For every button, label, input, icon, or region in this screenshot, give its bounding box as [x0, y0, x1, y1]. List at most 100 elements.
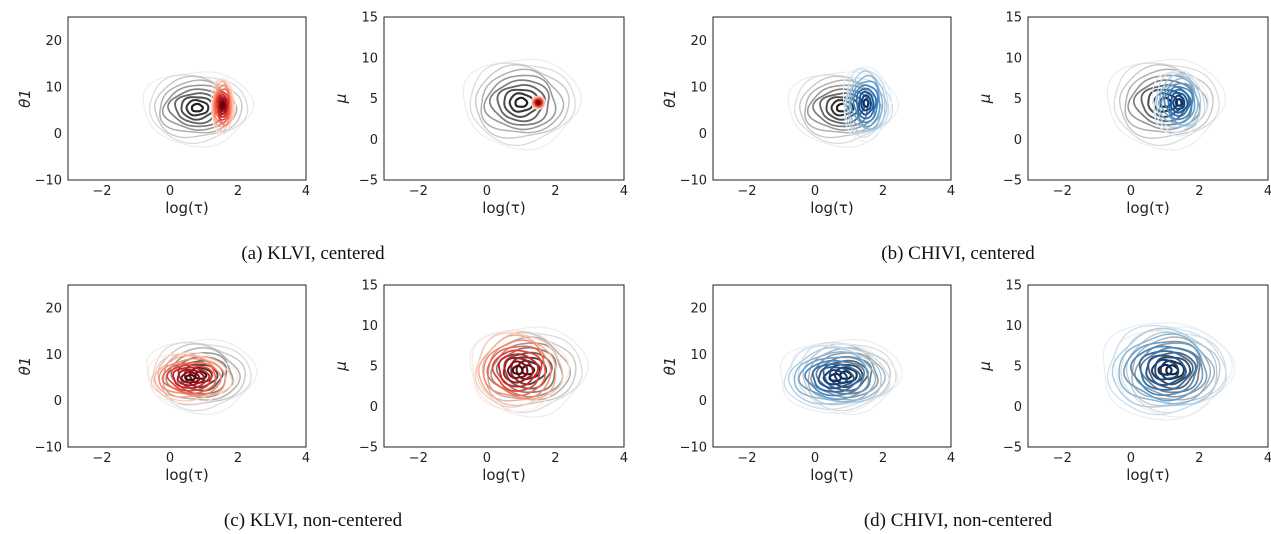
- contour-blues-level-8: [860, 94, 872, 112]
- caption-a: (a) KLVI, centered: [241, 243, 385, 264]
- contour-reds-level-3: [158, 357, 222, 397]
- contour-greys-level-9: [194, 370, 208, 380]
- contour-greys-level-4: [490, 342, 564, 398]
- x-tick-label: −2: [92, 184, 111, 199]
- x-tick-label: 2: [879, 451, 887, 466]
- panel-b-right: −2 0 2 4 −5 0 5 10 15 log(τ) μ: [976, 11, 1271, 218]
- contour-greys-level-8: [1159, 359, 1185, 381]
- x-tick-label: 0: [811, 451, 819, 466]
- contour-blues-level-5: [1130, 345, 1199, 397]
- contour-blues-level-4: [850, 80, 881, 128]
- x-tick-label: 2: [551, 451, 559, 466]
- contour-greys-level-0: [1106, 58, 1227, 151]
- contour-greys-level-7: [503, 88, 541, 118]
- x-axis-label: log(τ): [1126, 466, 1170, 484]
- y-axis-label: μ: [332, 361, 350, 372]
- contour-reds-level-4: [214, 88, 231, 124]
- contour-greys-level-0: [146, 338, 258, 415]
- contour-reds-level-5: [166, 364, 214, 392]
- axes-frame: [67, 284, 307, 448]
- contour-greys-level-0: [142, 71, 255, 148]
- panel-a-right: −2 0 2 4 −5 0 5 10 15 log(τ) μ: [332, 11, 628, 218]
- contour-blues-level-1: [844, 68, 890, 138]
- contour-greys-level-0: [1113, 326, 1233, 418]
- contour-reds-level-8: [506, 360, 529, 379]
- contour-blues-level-5: [1163, 85, 1194, 121]
- y-tick-label: 15: [361, 11, 378, 26]
- x-tick-label: 4: [947, 184, 955, 199]
- y-tick-label: 10: [45, 80, 62, 95]
- y-tick-label: −10: [35, 174, 62, 189]
- x-tick-label: −2: [1053, 184, 1072, 199]
- y-tick-label: 5: [370, 360, 378, 375]
- x-tick-label: 2: [234, 184, 242, 199]
- contour-reds-level-5: [491, 349, 543, 392]
- y-tick-label: 5: [1014, 92, 1022, 107]
- contour-blues-level-0: [842, 66, 893, 142]
- y-tick-label: 0: [1014, 133, 1022, 148]
- contour-greys-level-4: [483, 74, 557, 131]
- axes-frame: [712, 16, 952, 181]
- x-tick-label: 2: [551, 184, 559, 199]
- contour-reds-level-7: [176, 369, 206, 387]
- contour-blues-level-6: [1138, 350, 1194, 391]
- y-tick-label: 10: [1005, 319, 1022, 334]
- panel-c-right: −2 0 2 4 −5 0 5 10 15 log(τ) μ: [332, 279, 628, 485]
- contour-blues-level-7: [1145, 354, 1187, 386]
- plot-area: [469, 326, 589, 418]
- x-axis-label: log(τ): [1126, 199, 1170, 217]
- y-tick-label: 0: [1014, 400, 1022, 415]
- y-axis-label: θ1: [16, 357, 34, 376]
- contour-greys-level-2: [799, 75, 888, 139]
- contour-greys-level-0: [791, 338, 903, 415]
- contour-blues-level-3: [1118, 333, 1212, 405]
- contour-reds-level-8: [180, 371, 201, 384]
- x-tick-label: 4: [1264, 451, 1271, 466]
- contour-greys-level-8: [508, 92, 535, 113]
- contour-blues-level-9: [828, 372, 843, 382]
- contour-blues-level-1: [1106, 324, 1228, 416]
- contour-reds-level-4: [161, 361, 217, 395]
- contour-greys-level-5: [167, 88, 224, 128]
- contour-reds-level-0: [147, 352, 239, 405]
- plot-area: [787, 66, 900, 148]
- panel-b-left: −2 0 2 4 −10 0 10 20 log(τ) θ1: [661, 16, 955, 217]
- x-tick-label: 0: [811, 184, 819, 199]
- y-tick-label: 15: [1005, 11, 1022, 26]
- plot-area: [780, 338, 903, 415]
- y-tick-label: 20: [45, 34, 62, 49]
- contour-greys-level-1: [797, 341, 897, 412]
- contour-blues-level-3: [848, 74, 884, 130]
- plot-area: [1102, 322, 1236, 421]
- contour-greys-level-6: [496, 84, 547, 123]
- y-tick-label: −5: [359, 174, 378, 189]
- contour-greys-level-6: [174, 92, 221, 125]
- panel-a-left: −2 0 2 4 −10 0 10 20 log(τ) θ1: [16, 16, 310, 217]
- contour-reds-level-0: [471, 330, 570, 413]
- y-axis-label: θ1: [16, 89, 34, 108]
- x-tick-label: 2: [234, 451, 242, 466]
- plot-area: [142, 71, 255, 148]
- x-axis-label: log(τ): [165, 199, 209, 217]
- x-tick-label: 4: [620, 184, 628, 199]
- contour-reds-level-2: [478, 334, 557, 402]
- contour-greys-level-2: [1119, 64, 1214, 139]
- contour-blues-level-9: [862, 98, 870, 108]
- contour-greys-level-6: [1147, 351, 1197, 390]
- y-axis-label: θ1: [661, 89, 679, 108]
- y-tick-label: 20: [690, 34, 707, 49]
- y-tick-label: 20: [690, 302, 707, 317]
- x-axis-label: log(τ): [482, 466, 526, 484]
- contour-blues-level-7: [817, 366, 855, 390]
- y-tick-label: 10: [690, 80, 707, 95]
- axes-frame: [383, 284, 625, 448]
- contour-reds-level-1: [474, 332, 564, 408]
- contour-reds-level-2: [153, 355, 226, 398]
- axes-frame: [383, 16, 625, 181]
- contour-greys-level-4: [810, 352, 879, 399]
- plot-area: [462, 58, 583, 151]
- contour-reds-level-3: [213, 84, 232, 126]
- y-tick-label: 0: [370, 133, 378, 148]
- y-tick-label: 20: [45, 302, 62, 317]
- contour-reds-level-3: [482, 339, 552, 399]
